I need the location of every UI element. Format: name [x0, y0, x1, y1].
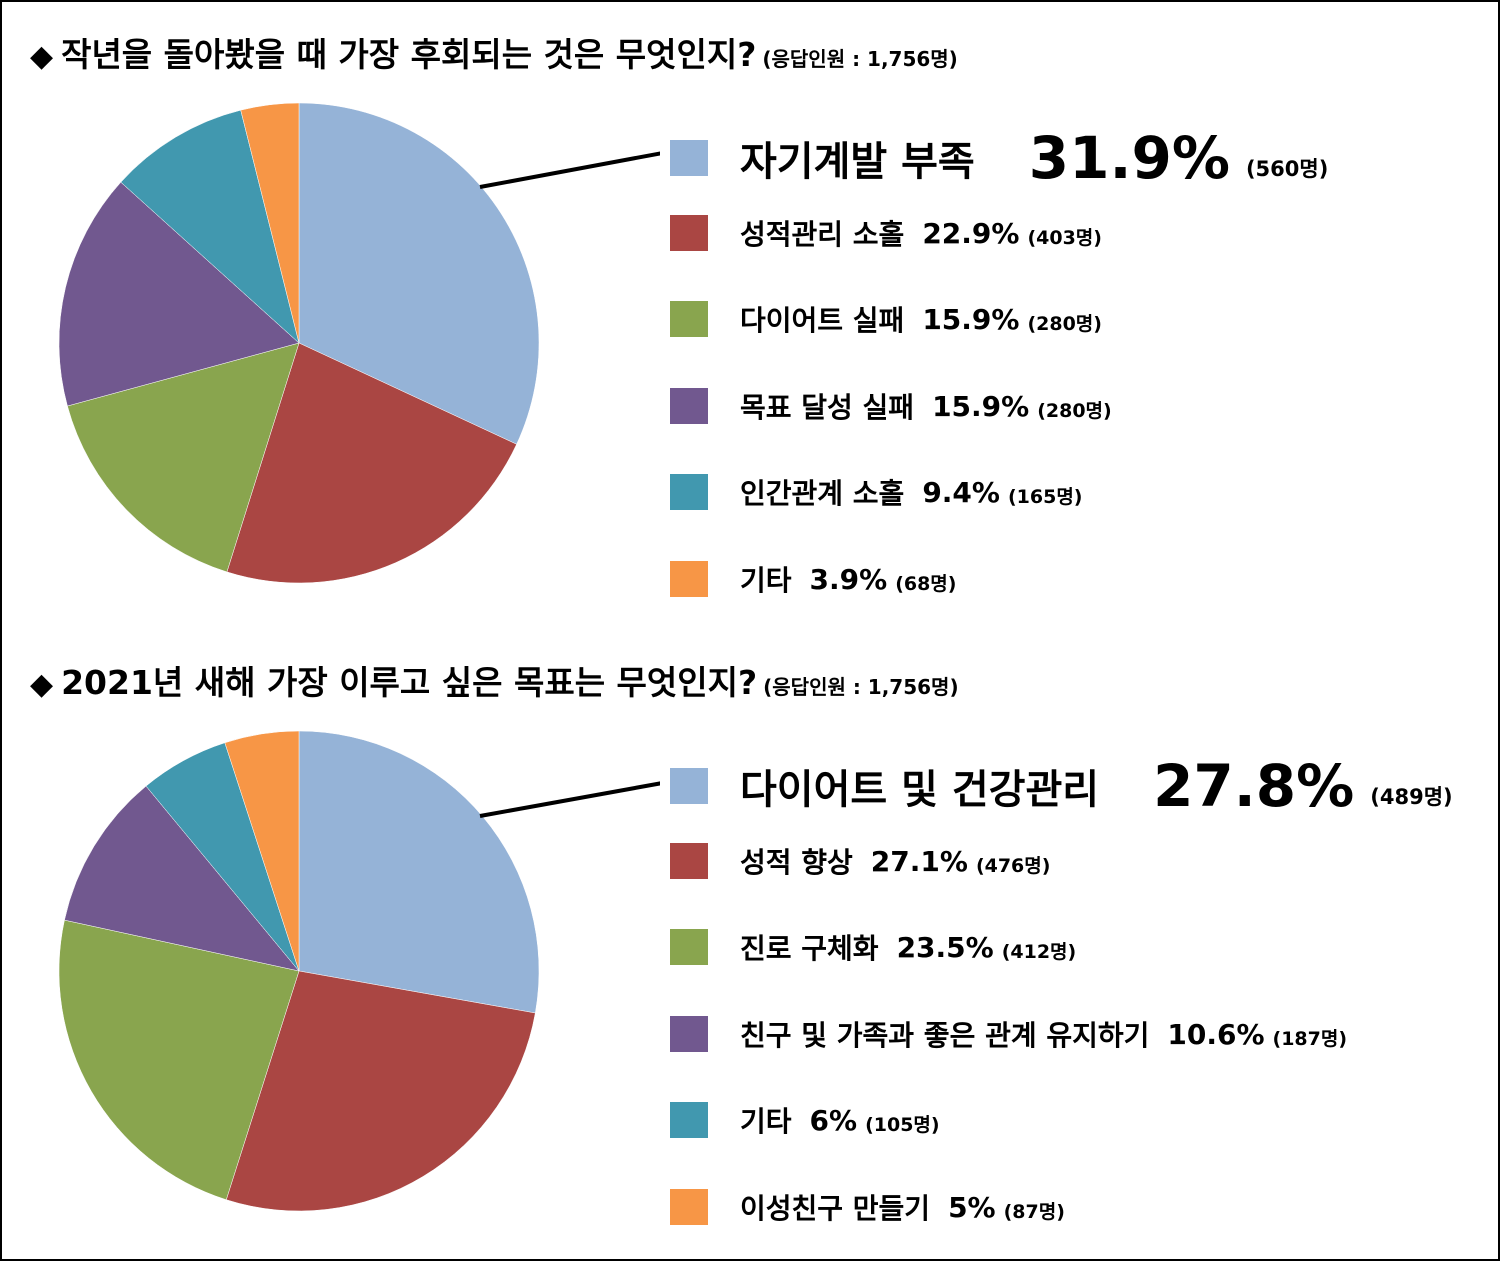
chart1-respondents: (응답인원 : 1,756명)	[762, 47, 958, 71]
legend-percent: 27.8%	[1153, 752, 1355, 820]
diamond-bullet-icon: ◆	[30, 39, 54, 74]
pie-slice	[64, 785, 300, 972]
legend-item: 자기계발 부족 31.9% (560명)	[670, 124, 1328, 192]
legend-count: (412명)	[1001, 940, 1077, 963]
legend-item: 기타 6% (105명)	[670, 1100, 940, 1140]
legend-count: (187명)	[1272, 1027, 1348, 1050]
legend-count: (476명)	[975, 854, 1051, 877]
chart1-title: ◆ 작년을 돌아봤을 때 가장 후회되는 것은 무엇인지? (응답인원 : 1,75…	[30, 28, 958, 76]
legend-swatch	[670, 140, 708, 176]
legend-count: (560명)	[1245, 157, 1329, 181]
legend-count: (280명)	[1027, 312, 1102, 335]
legend-count: (489명)	[1370, 785, 1453, 809]
pie-slice	[67, 342, 300, 573]
legend-label: 기타	[740, 1105, 792, 1138]
legend-count: (68명)	[895, 572, 957, 595]
legend-percent: 6%	[809, 1103, 858, 1137]
legend-percent: 5%	[948, 1190, 996, 1224]
leader-line	[479, 781, 660, 818]
legend-label: 인간관계 소홀	[740, 477, 905, 510]
chart2-question: 2021년 새해 가장 이루고 싶은 목표는 무엇인지?	[61, 663, 758, 702]
legend-item: 기타 3.9% (68명)	[670, 559, 956, 599]
legend-swatch	[670, 843, 708, 879]
pie-slice	[298, 102, 540, 445]
legend-swatch	[670, 561, 708, 597]
legend-swatch	[670, 215, 708, 251]
legend-item: 성적관리 소홀 22.9% (403명)	[670, 213, 1102, 253]
legend-item: 성적 향상 27.1% (476명)	[670, 841, 1050, 881]
diamond-bullet-icon: ◆	[30, 667, 54, 702]
legend-item: 이성친구 만들기 5% (87명)	[670, 1187, 1065, 1227]
chart2-pie	[58, 730, 660, 1212]
legend-label: 목표 달성 실패	[740, 391, 915, 424]
legend-item: 다이어트 및 건강관리 27.8% (489명)	[670, 752, 1453, 820]
legend-swatch	[670, 1102, 708, 1138]
legend-label: 다이어트 실패	[740, 304, 905, 337]
pie-slice	[58, 181, 300, 407]
legend-swatch	[670, 388, 708, 424]
legend-percent: 27.1%	[870, 844, 968, 878]
legend-item: 인간관계 소홀 9.4% (165명)	[670, 472, 1082, 512]
legend-percent: 22.9%	[922, 216, 1020, 250]
chart1-pie	[58, 102, 660, 584]
legend-item: 진로 구체화 23.5% (412명)	[670, 927, 1076, 967]
legend-percent: 31.9%	[1028, 124, 1230, 192]
legend-count: (87명)	[1003, 1200, 1065, 1223]
legend-count: (105명)	[865, 1113, 940, 1136]
pie-slice	[224, 730, 300, 972]
legend-label: 자기계발 부족	[740, 139, 975, 185]
pie-slice	[225, 970, 536, 1212]
chart1-question: 작년을 돌아봤을 때 가장 후회되는 것은 무엇인지?	[61, 35, 757, 74]
legend-count: (280명)	[1037, 399, 1112, 422]
chart2-title: ◆ 2021년 새해 가장 이루고 싶은 목표는 무엇인지? (응답인원 : 1,7…	[30, 656, 959, 704]
legend-percent: 15.9%	[922, 302, 1020, 336]
leader-line	[479, 151, 660, 189]
legend-item: 친구 및 가족과 좋은 관계 유지하기 10.6% (187명)	[670, 1014, 1347, 1054]
legend-label: 성적관리 소홀	[740, 218, 905, 251]
legend-label: 기타	[740, 564, 792, 597]
legend-count: (403명)	[1027, 226, 1102, 249]
pie-slice	[226, 342, 517, 584]
legend-label: 성적 향상	[740, 846, 853, 879]
legend-label: 이성친구 만들기	[740, 1192, 931, 1225]
legend-swatch	[670, 301, 708, 337]
pie-slice	[120, 109, 300, 344]
legend-label: 다이어트 및 건강관리	[740, 767, 1100, 813]
legend-item: 목표 달성 실패 15.9% (280명)	[670, 386, 1112, 426]
chart2-respondents: (응답인원 : 1,756명)	[763, 675, 959, 699]
legend-percent: 23.5%	[896, 930, 994, 964]
pie-slice	[298, 730, 540, 1014]
legend-item: 다이어트 실패 15.9% (280명)	[670, 299, 1102, 339]
legend-swatch	[670, 1189, 708, 1225]
legend-percent: 3.9%	[809, 562, 888, 596]
legend-percent: 15.9%	[932, 389, 1030, 423]
legend-swatch	[670, 474, 708, 510]
legend-swatch	[670, 768, 708, 804]
legend-swatch	[670, 929, 708, 965]
legend-percent: 9.4%	[922, 475, 1000, 509]
pie-slice	[240, 102, 300, 344]
legend-count: (165명)	[1007, 485, 1083, 508]
pie-slice	[58, 919, 300, 1201]
legend-percent: 10.6%	[1167, 1017, 1265, 1051]
legend-swatch	[670, 1016, 708, 1052]
legend-label: 친구 및 가족과 좋은 관계 유지하기	[740, 1019, 1150, 1052]
legend-label: 진로 구체화	[740, 932, 879, 965]
